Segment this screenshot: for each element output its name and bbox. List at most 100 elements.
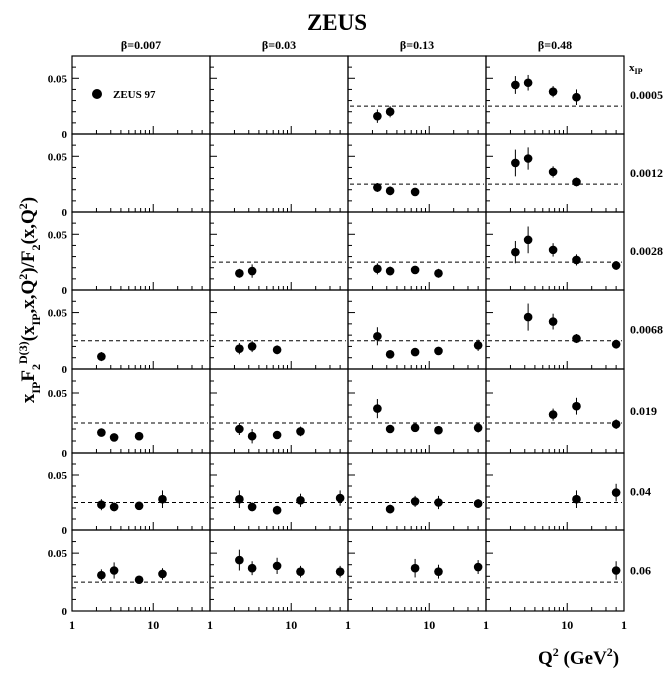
y-tick-label-005: 0.05 <box>48 548 68 560</box>
y-tick-label-0: 0 <box>62 129 68 141</box>
data-point <box>572 92 581 102</box>
data-point <box>235 424 244 434</box>
row-label-5: 0.04 <box>630 485 651 499</box>
panel-frame <box>347 452 487 531</box>
data-point <box>134 575 144 585</box>
panel-r6-c1 <box>209 529 349 612</box>
data-point <box>434 567 443 576</box>
ylabel-f: F <box>18 370 39 382</box>
ylabel-2b: 2 <box>29 245 43 251</box>
data-point <box>473 562 483 572</box>
panel-r3-c1 <box>209 289 349 370</box>
data-point <box>410 347 420 357</box>
data-point <box>434 346 443 356</box>
data-point <box>611 419 621 429</box>
data-point <box>134 431 144 441</box>
panel-frame <box>209 368 349 454</box>
ylabel-d3: D(3) <box>16 341 30 364</box>
ylabel-x: x <box>18 393 39 403</box>
xlabel-q: Q <box>538 648 553 669</box>
panel-r3-c3 <box>485 289 625 370</box>
legend-marker <box>92 89 102 99</box>
data-point <box>511 158 520 168</box>
x-tick-label-10: 10 <box>423 618 435 632</box>
data-point <box>385 504 395 514</box>
ylabel-xp: (x <box>18 325 39 341</box>
panel-r1-c0 <box>71 133 211 213</box>
data-point <box>272 345 282 355</box>
column-header-1: β=0.03 <box>262 38 296 52</box>
data-point <box>247 342 257 351</box>
xlabel-close: ) <box>613 648 619 669</box>
panel-r2-c0 <box>71 211 211 291</box>
data-point <box>511 247 520 257</box>
y-tick-label-005: 0.05 <box>48 229 68 241</box>
ylabel-xq: ,x,Q <box>18 280 39 314</box>
data-point <box>247 431 257 441</box>
data-point <box>272 430 282 440</box>
data-point <box>109 502 119 512</box>
row-header: xIP <box>629 62 643 76</box>
panel-frame <box>209 133 349 213</box>
panel-frame <box>71 133 211 213</box>
data-point <box>572 334 581 343</box>
y-tick-label-0: 0 <box>62 448 68 460</box>
data-point <box>572 494 581 504</box>
data-point <box>235 494 244 504</box>
data-point <box>434 498 443 507</box>
panel-r4-c3 <box>485 368 625 454</box>
panel-frame <box>485 289 625 370</box>
row-header-main: x <box>629 62 635 74</box>
row-label-6: 0.06 <box>630 564 651 578</box>
panel-frame <box>209 289 349 370</box>
data-point <box>247 266 257 276</box>
data-point <box>511 80 520 90</box>
panel-grid: 0 0.05 0 0.05 0 0.05 0 0.05 0 0.05 0 0.05 0 0.05 1 10 1 1… <box>48 55 627 632</box>
column-header-2: β=0.13 <box>400 38 434 52</box>
panel-r5-c3 <box>485 452 625 531</box>
data-point <box>272 505 282 515</box>
row-header-sub: IP <box>635 67 643 76</box>
ylabel-xq2: (x,Q <box>18 209 39 244</box>
data-point <box>523 235 533 245</box>
x-tick-label-1: 1 <box>483 618 489 632</box>
data-point <box>97 570 106 580</box>
panel-r5-c2 <box>347 452 487 531</box>
y-tick-label-0: 0 <box>62 364 68 376</box>
x-tick-label-10: 10 <box>285 618 297 632</box>
panel-frame <box>209 211 349 291</box>
panel-frame <box>71 289 211 370</box>
data-point <box>548 245 558 255</box>
ylabel-2: 2 <box>29 364 43 370</box>
y-tick-label-005: 0.05 <box>48 151 68 163</box>
panel-frame <box>347 55 487 135</box>
panel-r5-c0 <box>71 452 211 531</box>
data-point <box>385 186 395 196</box>
panel-frame <box>347 368 487 454</box>
data-point <box>410 497 420 506</box>
panel-r2-c2 <box>347 211 487 291</box>
data-point <box>373 331 382 341</box>
row-label-0: 0.0005 <box>630 88 663 102</box>
data-point <box>272 561 282 571</box>
xlabel-sq2: 2 <box>607 645 613 659</box>
panel-r2-c1 <box>209 211 349 291</box>
x-tick-label-10: 10 <box>147 618 159 632</box>
data-point <box>434 268 443 278</box>
data-point <box>611 488 621 497</box>
data-point <box>385 424 395 434</box>
legend: ZEUS 97 <box>92 89 156 101</box>
panel-r3-c2 <box>347 289 487 370</box>
x-tick-label-1: 1 <box>621 618 627 632</box>
column-headers: β=0.007 β=0.03 β=0.13 β=0.48 <box>121 38 572 52</box>
data-point <box>109 566 119 575</box>
x-tick-label-1: 1 <box>69 618 75 632</box>
panel-r4-c1 <box>209 368 349 454</box>
data-point <box>410 187 420 197</box>
xlabel-sq: 2 <box>553 645 559 659</box>
legend-label: ZEUS 97 <box>113 89 156 101</box>
data-point <box>335 493 345 503</box>
y-axis-label: xIPF2D(3)(xIP,x,Q2)/F2(x,Q2) <box>16 197 43 403</box>
panel-frame <box>347 133 487 213</box>
panel-r1-c1 <box>209 133 349 213</box>
